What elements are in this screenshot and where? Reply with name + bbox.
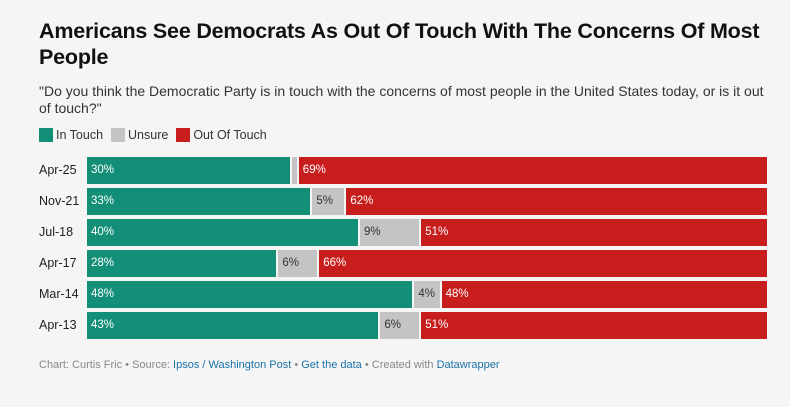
bar-segment-out-of-touch xyxy=(298,157,767,184)
bar-segment-unsure xyxy=(414,281,440,308)
bar-segment-unsure xyxy=(278,250,318,277)
chart-subtitle: "Do you think the Democratic Party is in… xyxy=(39,83,764,116)
category-label: Apr-13 xyxy=(39,318,77,332)
chart-legend: In Touch Unsure Out Of Touch xyxy=(39,128,275,142)
get-data-link[interactable]: Get the data xyxy=(301,359,362,371)
legend-item-out-of-touch: Out Of Touch xyxy=(176,128,267,142)
data-label-unsure: 4% xyxy=(418,288,436,300)
data-label-out-of-touch: 62% xyxy=(350,195,374,207)
data-label-out-of-touch: 48% xyxy=(445,288,469,300)
category-label: Apr-17 xyxy=(39,256,77,270)
bar-track: 30% 69% xyxy=(87,157,767,184)
data-label-in-touch: 48% xyxy=(91,288,115,300)
footer-credit: Chart: Curtis Fric • Source: xyxy=(39,359,174,371)
footer-created-with: • Created with xyxy=(361,359,437,371)
bar-segment-in-touch xyxy=(87,281,413,308)
bar-segment-out-of-touch xyxy=(421,219,767,246)
data-label-out-of-touch: 66% xyxy=(323,257,347,269)
data-label-out-of-touch: 69% xyxy=(302,164,326,176)
chart-bars: Apr-25 30% 69% Nov-21 33% 5% 62% Jul-18 40% 9% 51%… xyxy=(39,157,767,343)
data-label-unsure: 5% xyxy=(316,195,334,207)
bar-row: Apr-25 30% 69% xyxy=(39,157,767,184)
legend-swatch-out-of-touch xyxy=(176,128,191,142)
bar-segment-out-of-touch xyxy=(346,188,767,215)
bar-track: 40% 9% 51% xyxy=(87,219,767,246)
bar-segment-in-touch xyxy=(87,157,290,184)
data-label-unsure: 6% xyxy=(384,319,402,331)
legend-label-out-of-touch: Out Of Touch xyxy=(193,128,267,142)
data-label-in-touch: 28% xyxy=(91,257,115,269)
category-label: Nov-21 xyxy=(39,194,80,208)
bar-row: Apr-17 28% 6% 66% xyxy=(39,250,767,277)
data-label-in-touch: 33% xyxy=(91,195,115,207)
bar-segment-in-touch xyxy=(87,219,358,246)
chart-footer: Chart: Curtis Fric • Source: Ipsos / Was… xyxy=(39,359,500,371)
legend-swatch-in-touch xyxy=(39,128,53,142)
bar-segment-out-of-touch xyxy=(319,250,767,277)
legend-swatch-unsure xyxy=(111,128,126,142)
legend-item-in-touch: In Touch xyxy=(39,128,103,142)
datawrapper-link[interactable]: Datawrapper xyxy=(436,359,500,371)
bar-row: Apr-13 43% 6% 51% xyxy=(39,312,767,339)
category-label: Jul-18 xyxy=(39,225,74,239)
category-label: Apr-25 xyxy=(39,163,77,177)
bar-track: 48% 4% 48% xyxy=(87,281,767,308)
bar-segment-in-touch xyxy=(87,312,379,339)
bar-segment-unsure xyxy=(360,219,420,246)
legend-label-in-touch: In Touch xyxy=(56,128,104,142)
data-label-in-touch: 43% xyxy=(91,319,115,331)
bar-row: Mar-14 48% 4% 48% xyxy=(39,281,767,308)
legend-label-unsure: Unsure xyxy=(128,128,169,142)
bar-segment-out-of-touch xyxy=(441,281,767,308)
bar-segment-unsure xyxy=(292,157,297,184)
source-link[interactable]: Ipsos / Washington Post xyxy=(173,359,292,371)
category-label: Mar-14 xyxy=(39,287,79,301)
data-label-in-touch: 30% xyxy=(91,164,115,176)
bar-track: 33% 5% 62% xyxy=(87,188,767,215)
data-label-unsure: 9% xyxy=(364,226,381,238)
data-label-out-of-touch: 51% xyxy=(425,226,449,238)
legend-item-unsure: Unsure xyxy=(111,128,168,142)
data-label-out-of-touch: 51% xyxy=(425,319,449,331)
bar-segment-in-touch xyxy=(87,188,311,215)
bar-segment-unsure xyxy=(312,188,345,215)
bar-segment-unsure xyxy=(380,312,420,339)
bar-segment-in-touch xyxy=(87,250,277,277)
bar-row: Nov-21 33% 5% 62% xyxy=(39,188,767,215)
bar-track: 43% 6% 51% xyxy=(87,312,767,339)
chart-title: Americans See Democrats As Out Of Touch … xyxy=(39,19,760,69)
footer-separator: • xyxy=(291,359,302,371)
bar-row: Jul-18 40% 9% 51% xyxy=(39,219,767,246)
data-label-unsure: 6% xyxy=(282,257,300,269)
bar-track: 28% 6% 66% xyxy=(87,250,767,277)
data-label-in-touch: 40% xyxy=(91,226,115,238)
bar-segment-out-of-touch xyxy=(421,312,767,339)
